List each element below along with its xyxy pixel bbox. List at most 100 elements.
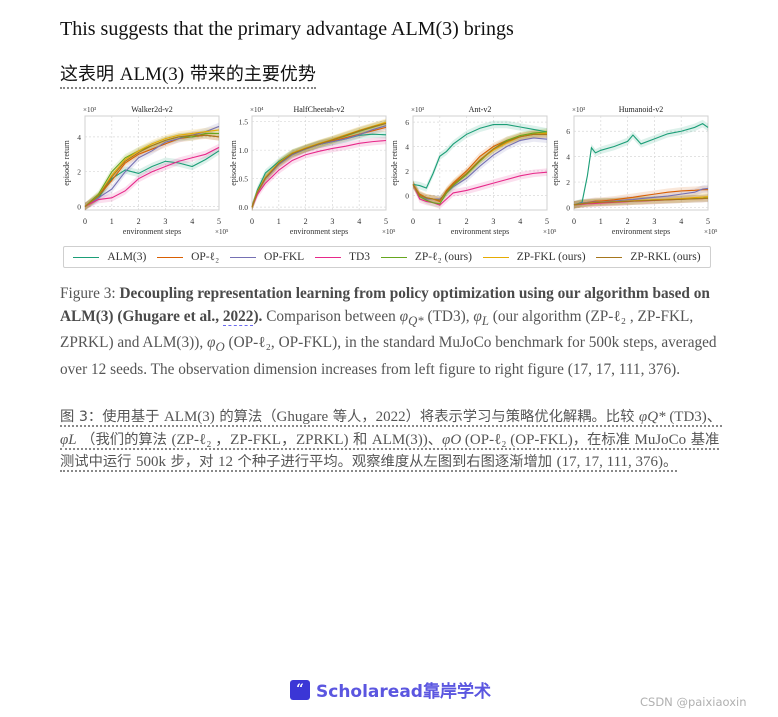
legend-line-icon xyxy=(229,256,256,258)
svg-text:2: 2 xyxy=(405,167,409,176)
svg-text:×10⁵: ×10⁵ xyxy=(543,228,557,236)
chart-humanoid: 0 1 2 3 4 5 0 2 4 6 Humanoid-v2 ×10³ ×10⁵ environment… xyxy=(549,102,718,242)
svg-text:×10⁴: ×10⁴ xyxy=(250,106,264,114)
svg-text:HalfCheetah-v2: HalfCheetah-v2 xyxy=(293,105,344,114)
legend-label: OP-FKL xyxy=(263,251,305,263)
chart-svg: 0 1 2 3 4 5 0.0 0.5 1.0 1.5 HalfCheetah-v2 ×10⁴ ×10⁵… xyxy=(229,105,396,236)
svg-text:0: 0 xyxy=(411,217,415,226)
chart-halfcheetah: 0 1 2 3 4 5 0.0 0.5 1.0 1.5 HalfCheetah-v2 ×10⁴ ×10⁵… xyxy=(227,102,396,242)
svg-text:5: 5 xyxy=(545,217,549,226)
svg-text:episode return: episode return xyxy=(229,140,238,186)
svg-text:environment steps: environment steps xyxy=(290,227,348,236)
math-phi-l: φL xyxy=(473,307,489,328)
svg-text:6: 6 xyxy=(566,127,570,136)
zh-suffix: 带来的主要优势 xyxy=(184,64,316,85)
legend-item: TD3 xyxy=(314,251,371,263)
svg-text:×10⁵: ×10⁵ xyxy=(215,228,229,236)
chinese-translation-sentence[interactable]: 这表明 ALM(3) 带来的主要优势 xyxy=(60,60,316,89)
svg-text:5: 5 xyxy=(706,217,710,226)
svg-text:4: 4 xyxy=(566,153,570,162)
svg-text:0: 0 xyxy=(77,203,81,212)
svg-text:4: 4 xyxy=(405,143,409,152)
legend-item: ZP-FKL (ours) xyxy=(482,251,586,263)
svg-text:1: 1 xyxy=(599,217,603,226)
svg-text:0: 0 xyxy=(572,217,576,226)
svg-text:2: 2 xyxy=(626,217,630,226)
svg-text:4: 4 xyxy=(357,217,361,226)
svg-text:2: 2 xyxy=(137,217,141,226)
chart-svg: 0 1 2 3 4 5 0 2 4 Walker2d-v2 ×10³ ×10⁵ environment … xyxy=(62,105,229,236)
svg-text:4: 4 xyxy=(190,217,194,226)
zh-en-term: ALM(3) xyxy=(119,64,185,85)
svg-text:1.0: 1.0 xyxy=(239,146,249,155)
legend-line-icon xyxy=(73,256,100,258)
scholaread-brand[interactable]: “ Scholaread靠岸学术 xyxy=(290,677,491,702)
svg-text:4: 4 xyxy=(679,217,683,226)
svg-text:0: 0 xyxy=(250,217,254,226)
svg-text:3: 3 xyxy=(652,217,656,226)
zh-prefix: 这表明 xyxy=(60,64,120,85)
chart-ant: 0 1 2 3 4 5 0 2 4 6 Ant-v2 ×10³ ×10⁵ environment step… xyxy=(388,102,557,242)
chart-svg: 0 1 2 3 4 5 0 2 4 6 Humanoid-v2 ×10³ ×10⁵ environment… xyxy=(551,105,718,236)
legend-line-icon xyxy=(482,256,509,258)
svg-text:episode return: episode return xyxy=(390,140,399,186)
quote-logo-icon: “ xyxy=(290,679,310,700)
csdn-watermark: CSDN @paixiaoxin xyxy=(640,695,747,709)
svg-text:×10⁵: ×10⁵ xyxy=(704,228,718,236)
math-phi-o: φO xyxy=(207,334,225,355)
figure-caption-translation[interactable]: 图 3：使用基于 ALM(3) 的算法（Ghugare 等人，2022）将表示学… xyxy=(60,409,722,472)
legend-item: ALM(3) xyxy=(73,251,146,263)
legend-label: TD3 xyxy=(348,251,371,263)
svg-text:1.5: 1.5 xyxy=(239,118,249,127)
svg-text:episode return: episode return xyxy=(551,140,560,186)
svg-text:2: 2 xyxy=(465,217,469,226)
svg-text:1: 1 xyxy=(110,217,114,226)
svg-text:×10³: ×10³ xyxy=(411,106,424,114)
svg-text:1: 1 xyxy=(277,217,281,226)
caption-title: Decoupling representation learning from … xyxy=(60,285,710,326)
svg-text:2: 2 xyxy=(77,168,81,177)
svg-text:5: 5 xyxy=(384,217,388,226)
svg-text:3: 3 xyxy=(163,217,167,226)
svg-text:0.5: 0.5 xyxy=(239,175,249,184)
legend-line-icon xyxy=(596,256,623,258)
legend-item: ZP-RKL (ours) xyxy=(596,251,701,263)
legend-label: ZP-FKL (ours) xyxy=(516,251,586,263)
figure-caption: Figure 3: Decoupling representation lear… xyxy=(60,285,717,378)
brand-name: Scholaread靠岸学术 xyxy=(316,682,491,702)
svg-text:×10³: ×10³ xyxy=(572,106,585,114)
legend-label: OP-ℓ₂ xyxy=(191,251,220,263)
svg-text:×10⁵: ×10⁵ xyxy=(382,228,396,236)
citation-link[interactable]: 2022 xyxy=(222,307,254,326)
legend-label: ZP-ℓ₂ (ours) xyxy=(414,251,472,263)
svg-text:Walker2d-v2: Walker2d-v2 xyxy=(131,105,173,114)
svg-text:2: 2 xyxy=(566,178,570,187)
svg-text:Ant-v2: Ant-v2 xyxy=(469,105,492,114)
chart-walker2d: 0 1 2 3 4 5 0 2 4 Walker2d-v2 ×10³ ×10⁵ environment … xyxy=(60,102,229,242)
figure-3: 0 1 2 3 4 5 0 2 4 Walker2d-v2 ×10³ ×10⁵ environment … xyxy=(60,102,720,272)
svg-text:1: 1 xyxy=(438,217,442,226)
legend-line-icon xyxy=(380,256,407,258)
svg-text:2: 2 xyxy=(304,217,308,226)
svg-text:×10³: ×10³ xyxy=(83,106,96,114)
legend-item: OP-FKL xyxy=(229,251,305,263)
svg-text:3: 3 xyxy=(491,217,495,226)
legend-line-icon xyxy=(157,256,184,258)
svg-text:episode return: episode return xyxy=(62,140,71,186)
svg-text:4: 4 xyxy=(77,133,81,142)
legend-item: ZP-ℓ₂ (ours) xyxy=(380,251,472,263)
chart-svg: 0 1 2 3 4 5 0 2 4 6 Ant-v2 ×10³ ×10⁵ environment step… xyxy=(390,105,557,236)
legend-item: OP-ℓ₂ xyxy=(157,251,219,263)
svg-text:5: 5 xyxy=(217,217,221,226)
svg-text:0: 0 xyxy=(405,191,409,200)
svg-text:0: 0 xyxy=(83,217,87,226)
figure-legend: ALM(3) OP-ℓ₂ OP-FKL TD3 ZP-ℓ₂ (ours) ZP-… xyxy=(63,246,711,268)
svg-text:0: 0 xyxy=(566,203,570,212)
svg-text:environment steps: environment steps xyxy=(123,227,181,236)
svg-text:0.0: 0.0 xyxy=(239,203,249,212)
svg-text:4: 4 xyxy=(518,217,522,226)
math-phi-q: φQ* xyxy=(399,307,424,328)
english-sentence: This suggests that the primary advantage… xyxy=(60,18,514,40)
svg-text:environment steps: environment steps xyxy=(612,227,670,236)
legend-line-icon xyxy=(314,256,341,258)
